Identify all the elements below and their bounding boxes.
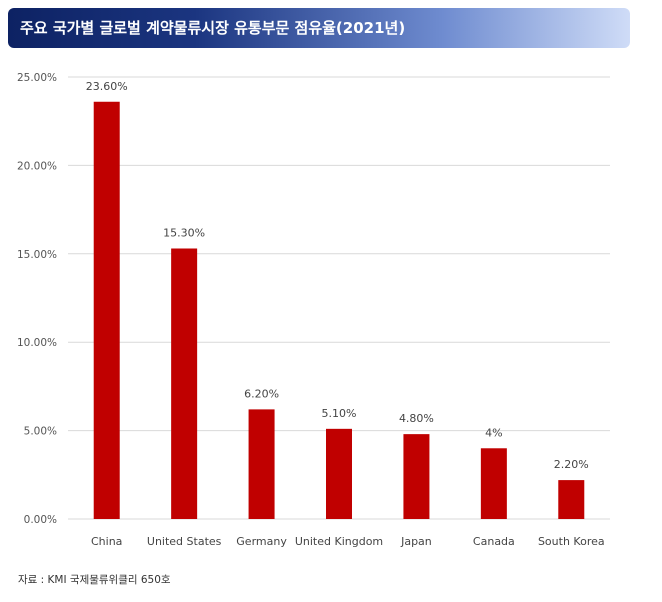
data-labels: 23.60% 15.30% 6.20% 5.10% 4.80% 4% 2.20% [86,80,589,471]
y-tick-label: 10.00% [17,337,57,349]
data-label: 6.20% [244,387,279,400]
data-label: 4.80% [399,412,434,425]
y-tick-label: 15.00% [17,249,57,261]
bar [403,434,430,519]
y-tick-label: 25.00% [17,72,57,84]
data-label: 5.10% [322,407,357,420]
bars [93,101,585,519]
x-category-label: Germany [236,535,287,548]
y-tick-label: 5.00% [24,426,57,438]
x-category-label: Canada [473,535,515,548]
bar [248,409,275,519]
gridlines [68,76,610,520]
bar-chart: 0.00% 5.00% 10.00% 15.00% 20.00% 25.00% 23.60… [17,72,610,548]
data-label: 15.30% [163,226,205,239]
x-category-label: South Korea [538,535,605,548]
x-category-label: Japan [400,535,432,548]
bar [480,448,507,519]
chart-title: 주요 국가별 글로벌 계약물류시장 유통부문 점유율(2021년) [8,8,630,48]
data-label: 2.20% [554,458,589,471]
bar [326,428,352,519]
y-tick-label: 20.00% [17,160,57,172]
x-category-label: United Kingdom [295,535,383,548]
bar [93,101,120,519]
y-tick-label: 0.00% [24,514,57,526]
bar [171,248,198,519]
y-axis-ticks: 0.00% 5.00% 10.00% 15.00% 20.00% 25.00% [17,72,57,526]
data-label: 4% [485,426,502,439]
source-note: 자료 : KMI 국제물류위클리 650호 [18,574,171,586]
bar [558,480,585,519]
x-category-label: China [91,535,122,548]
x-axis-categories: China United States Germany United Kingdom J… [91,535,605,548]
data-label: 23.60% [86,80,128,93]
x-category-label: United States [147,535,222,548]
